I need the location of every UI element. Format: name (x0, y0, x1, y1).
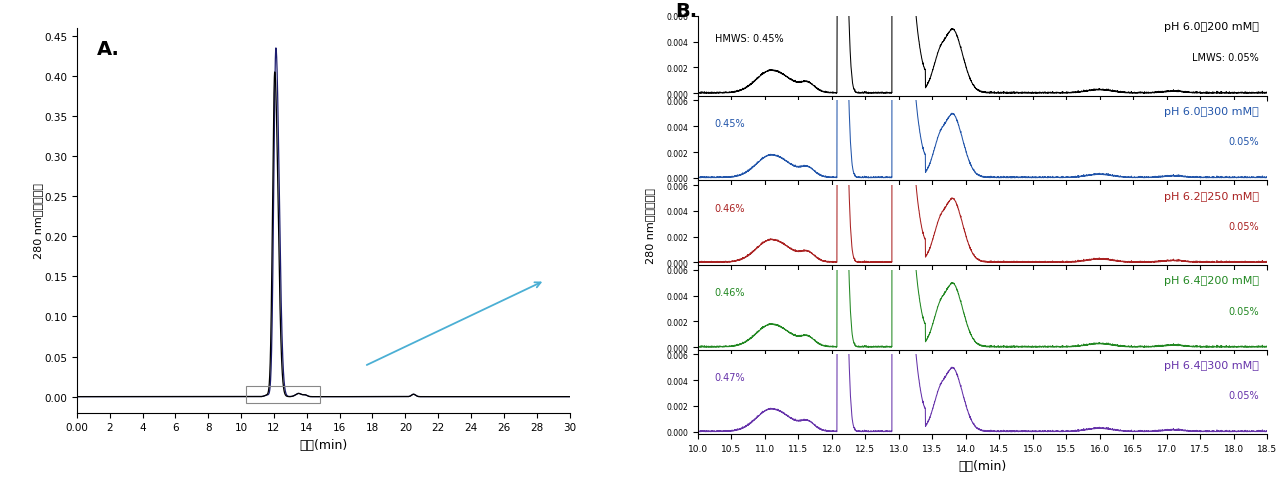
Text: pH 6.4，300 mM盐: pH 6.4，300 mM盐 (1164, 360, 1258, 370)
Text: 0.46%: 0.46% (714, 288, 745, 298)
Y-axis label: 280 nm处的吸光度: 280 nm处的吸光度 (32, 183, 42, 259)
Text: 0.47%: 0.47% (714, 372, 745, 382)
Text: B.: B. (675, 2, 696, 22)
Text: pH 6.0，300 mM盐: pH 6.0，300 mM盐 (1164, 107, 1258, 117)
Text: LMWS: 0.05%: LMWS: 0.05% (1192, 53, 1258, 62)
Text: 0.05%: 0.05% (1228, 391, 1258, 400)
X-axis label: 时间(min): 时间(min) (959, 458, 1006, 472)
Text: HMWS: 0.45%: HMWS: 0.45% (714, 35, 783, 44)
Bar (246, 386, 320, 403)
Text: 0.45%: 0.45% (714, 119, 745, 129)
Text: 0.05%: 0.05% (1228, 306, 1258, 316)
Text: 280 nm处的吸光度: 280 nm处的吸光度 (645, 188, 655, 264)
Text: A.: A. (96, 40, 119, 60)
Text: 0.46%: 0.46% (714, 204, 745, 213)
Text: 0.05%: 0.05% (1228, 137, 1258, 147)
X-axis label: 时间(min): 时间(min) (300, 438, 347, 451)
Text: pH 6.4，200 mM盐: pH 6.4，200 mM盐 (1164, 276, 1258, 286)
Text: 0.05%: 0.05% (1228, 222, 1258, 231)
Text: pH 6.0，200 mM盐: pH 6.0，200 mM盐 (1164, 23, 1258, 32)
Text: pH 6.2，250 mM盐: pH 6.2，250 mM盐 (1164, 192, 1258, 201)
